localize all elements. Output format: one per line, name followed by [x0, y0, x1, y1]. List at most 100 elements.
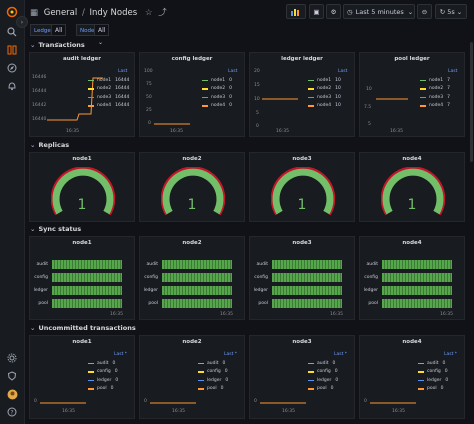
legend-item[interactable]: ledger 0 — [198, 376, 228, 385]
panel-pool-ledger[interactable]: pool ledger 10 7.5 5 16:35 Last node1 7 n… — [359, 52, 465, 137]
breadcrumb-folder[interactable]: General — [43, 8, 78, 18]
legend-item[interactable]: pool 0 — [418, 385, 448, 394]
legend-item[interactable]: pool 0 — [88, 385, 118, 394]
legend-swatch — [88, 362, 94, 364]
x-tick: 16:35 — [392, 409, 405, 414]
variable-select-ledger[interactable]: All ⌄ — [51, 24, 67, 46]
config-ledger-plot — [154, 123, 190, 125]
replicas-gauge — [161, 167, 225, 216]
panel-replicas-node4[interactable]: node4 1 — [359, 152, 465, 222]
x-tick: 16:35 — [390, 129, 403, 134]
time-picker-button[interactable]: ◷ Last 5 minutes ⌄ — [343, 4, 415, 19]
row-transactions[interactable]: ⌄ Transactions — [30, 41, 85, 49]
add-panel-button[interactable] — [286, 4, 306, 19]
legend-swatch — [88, 371, 94, 373]
dashboards-icon[interactable] — [4, 42, 20, 58]
legend-item[interactable]: config 0 — [88, 368, 118, 377]
row-uncommitted-transactions[interactable]: ⌄ Uncommitted transactions — [30, 324, 136, 332]
legend-item[interactable]: node4 0 — [202, 102, 232, 111]
explore-icon[interactable] — [4, 60, 20, 76]
replicas-gauge — [271, 167, 335, 216]
panel-uncommitted-node3[interactable]: node3 0 16:35 Last * audit 0 config 0 ledg… — [249, 335, 355, 419]
legend-item[interactable]: config 0 — [198, 368, 228, 377]
panel-sync-node4[interactable]: node4 audit config ledger pool 16:35 — [359, 236, 465, 320]
help-icon[interactable]: ? — [4, 404, 20, 420]
legend-item[interactable]: audit 0 — [198, 359, 228, 368]
shield-icon[interactable] — [4, 368, 20, 384]
star-icon[interactable]: ☆ — [144, 8, 153, 18]
legend-item[interactable]: node2 0 — [202, 85, 232, 94]
state-bar — [382, 260, 452, 269]
y-tick: 7.5 — [364, 105, 372, 110]
y-tick: 0 — [256, 124, 259, 129]
legend-item[interactable]: node4 7 — [420, 102, 450, 111]
legend-item[interactable]: config 0 — [308, 368, 338, 377]
sync-state-timeline — [52, 260, 122, 308]
panel-ledger-ledger[interactable]: ledger ledger 20 15 10 5 0 16:35 Last no… — [249, 52, 355, 137]
legend-item[interactable]: node1 16444 — [88, 76, 129, 85]
legend-item[interactable]: node4 10 — [308, 102, 341, 111]
legend-item[interactable]: node3 10 — [308, 93, 341, 102]
legend-item[interactable]: node2 7 — [420, 85, 450, 94]
y-tick: 25 — [146, 108, 152, 113]
legend-item[interactable]: config 0 — [418, 368, 448, 377]
gear-icon[interactable]: ⚙ — [326, 4, 341, 19]
legend-item[interactable]: node3 16444 — [88, 93, 129, 102]
share-icon[interactable]: ⤴ — [158, 8, 167, 18]
grafana-logo-icon[interactable] — [4, 4, 20, 20]
y-tick: 0 — [34, 399, 37, 404]
legend-item[interactable]: node1 10 — [308, 76, 341, 85]
legend-item[interactable]: node1 7 — [420, 76, 450, 85]
panel-replicas-node3[interactable]: node3 1 — [249, 152, 355, 222]
legend-item[interactable]: audit 0 — [418, 359, 448, 368]
legend-swatch — [88, 388, 94, 390]
page-scrollbar[interactable] — [470, 42, 473, 162]
variable-select-node[interactable]: All ⌄ — [94, 24, 110, 46]
pool-ledger-plot — [376, 98, 408, 100]
legend-item[interactable]: audit 0 — [88, 359, 118, 368]
legend-item[interactable]: pool 0 — [308, 385, 338, 394]
x-tick: 16:35 — [282, 409, 295, 414]
legend-item[interactable]: ledger 0 — [88, 376, 118, 385]
legend-item[interactable]: node2 16444 — [88, 85, 129, 94]
legend-item[interactable]: audit 0 — [308, 359, 338, 368]
panel-sync-node2[interactable]: node2 audit config ledger pool 16:35 — [139, 236, 245, 320]
save-icon[interactable]: ▣ — [309, 4, 324, 19]
legend-item[interactable]: node1 0 — [202, 76, 232, 85]
dashboard-title[interactable]: Indy Nodes — [89, 8, 138, 18]
zoom-out-icon[interactable]: ⊖ — [417, 4, 432, 19]
legend-item[interactable]: node3 0 — [202, 93, 232, 102]
panel-uncommitted-node2[interactable]: node2 0 16:35 Last * audit 0 config 0 ledg… — [139, 335, 245, 419]
legend-item[interactable]: node4 16444 — [88, 102, 129, 111]
legend-item[interactable]: node3 7 — [420, 93, 450, 102]
legend-item[interactable]: node2 10 — [308, 85, 341, 94]
panel-audit-ledger[interactable]: audit ledger 16446 16444 16442 16440 16:… — [29, 52, 135, 137]
row-label: pool — [38, 301, 48, 306]
panel-uncommitted-node4[interactable]: node4 0 16:35 Last * audit 0 config 0 ledg… — [359, 335, 465, 419]
row-label: config — [254, 275, 268, 280]
refresh-button[interactable]: ↻ 5s ⌄ — [435, 4, 467, 19]
user-avatar[interactable] — [4, 386, 20, 402]
panel-title: node3 — [292, 156, 312, 162]
panel-sync-node1[interactable]: node1 audit config ledger pool 16:35 — [29, 236, 135, 320]
sidebar: › ? — [0, 0, 28, 424]
panel-config-ledger[interactable]: config ledger 100 75 50 25 0 16:35 Last … — [139, 52, 245, 137]
settings-gear-icon[interactable] — [4, 350, 20, 366]
row-replicas[interactable]: ⌄ Replicas — [30, 141, 70, 149]
panel-title: node2 — [182, 156, 202, 162]
panel-sync-node3[interactable]: node3 audit config ledger pool 16:35 — [249, 236, 355, 320]
variable-label-node: Node — [76, 24, 99, 36]
sidebar-expand-icon[interactable]: › — [16, 16, 28, 28]
legend-item[interactable]: ledger 0 — [308, 376, 338, 385]
panel-uncommitted-node1[interactable]: node1 0 16:35 Last * audit 0 config 0 ledg… — [29, 335, 135, 419]
search-icon[interactable] — [4, 24, 20, 40]
row-label: audit — [366, 262, 378, 267]
alerting-bell-icon[interactable] — [4, 78, 20, 94]
panel-replicas-node2[interactable]: node2 1 — [139, 152, 245, 222]
legend-item[interactable]: pool 0 — [198, 385, 228, 394]
legend-header: Last — [338, 69, 348, 74]
panel-replicas-node1[interactable]: node1 1 — [29, 152, 135, 222]
panel-title: node1 — [72, 339, 92, 345]
legend-item[interactable]: ledger 0 — [418, 376, 448, 385]
row-sync-status[interactable]: ⌄ Sync status — [30, 225, 82, 233]
